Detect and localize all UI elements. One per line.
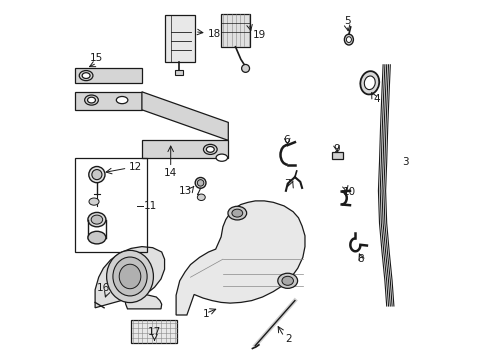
Bar (165, 15, 194, 62)
Text: 16: 16 (97, 283, 110, 293)
Text: 2: 2 (285, 334, 291, 344)
Ellipse shape (231, 209, 242, 217)
Ellipse shape (106, 251, 153, 302)
Polygon shape (142, 140, 228, 158)
Ellipse shape (79, 71, 93, 81)
Bar (221, 14, 249, 47)
Bar (331, 152, 342, 159)
Ellipse shape (346, 37, 351, 42)
Ellipse shape (206, 147, 214, 152)
Ellipse shape (87, 97, 95, 103)
Text: 12: 12 (128, 162, 142, 172)
Text: 6: 6 (283, 135, 290, 145)
Polygon shape (142, 92, 228, 140)
Text: 4: 4 (372, 94, 379, 104)
Ellipse shape (84, 95, 98, 105)
Ellipse shape (82, 73, 90, 78)
Ellipse shape (88, 212, 106, 227)
Ellipse shape (364, 76, 374, 90)
Text: 13: 13 (179, 186, 192, 196)
Text: 1: 1 (202, 309, 209, 319)
Ellipse shape (91, 215, 102, 224)
Text: 18: 18 (207, 29, 221, 39)
Ellipse shape (344, 34, 353, 45)
Polygon shape (75, 92, 142, 110)
Text: 19: 19 (252, 30, 265, 40)
Bar (75, 158, 147, 252)
Ellipse shape (282, 276, 293, 285)
Ellipse shape (360, 71, 378, 94)
Bar (175, 70, 182, 75)
Text: 3: 3 (401, 157, 408, 167)
Ellipse shape (92, 170, 102, 180)
Ellipse shape (197, 180, 203, 186)
Text: 14: 14 (164, 168, 177, 178)
Text: 10: 10 (342, 186, 355, 197)
Ellipse shape (89, 166, 105, 183)
Text: 5: 5 (343, 16, 350, 26)
Ellipse shape (113, 257, 147, 296)
Ellipse shape (241, 64, 249, 72)
Ellipse shape (88, 231, 106, 244)
Ellipse shape (119, 264, 141, 289)
Text: 9: 9 (332, 144, 339, 154)
Ellipse shape (89, 198, 99, 205)
Ellipse shape (203, 144, 217, 154)
Text: 11: 11 (143, 201, 157, 211)
Text: 17: 17 (147, 327, 161, 337)
Text: 8: 8 (356, 254, 363, 264)
Polygon shape (95, 247, 164, 309)
Ellipse shape (227, 206, 246, 220)
Ellipse shape (116, 96, 127, 104)
Ellipse shape (195, 177, 205, 188)
Text: 7: 7 (284, 179, 290, 189)
Text: 15: 15 (90, 53, 103, 63)
Ellipse shape (277, 273, 297, 288)
Ellipse shape (197, 194, 205, 201)
Ellipse shape (216, 154, 227, 161)
Bar (131, 320, 177, 343)
Polygon shape (75, 68, 142, 83)
Polygon shape (176, 201, 305, 315)
